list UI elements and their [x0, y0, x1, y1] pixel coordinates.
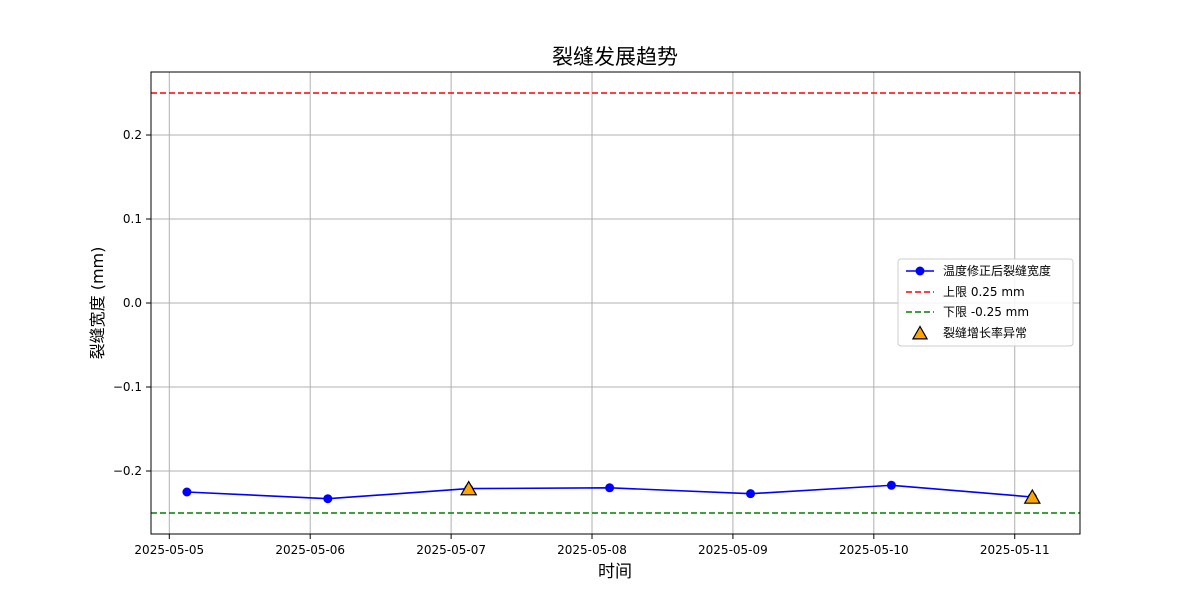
x-axis-ticks: 2025-05-05 2025-05-06 2025-05-07 2025-05-08…	[134, 534, 1050, 557]
y-tick-label: 0.1	[123, 212, 142, 226]
data-point	[746, 489, 756, 499]
chart-title: 裂缝发展趋势	[552, 45, 678, 69]
data-point	[886, 480, 896, 490]
x-tick-label: 2025-05-05	[134, 543, 204, 557]
data-point	[605, 483, 615, 493]
legend-swatch-marker	[911, 325, 929, 340]
legend-swatch-marker	[915, 266, 925, 276]
data-point	[323, 494, 333, 504]
legend-box	[897, 258, 1074, 347]
legend-label: 裂缝增长率异常	[943, 325, 1027, 340]
x-tick-label: 2025-05-11	[980, 543, 1050, 557]
legend-label: 上限 0.25 mm	[943, 285, 1025, 299]
y-axis-ticks: 0.2 0.1 0.0 −0.1 −0.2	[113, 128, 151, 478]
reference-lines	[151, 92, 1080, 514]
anomaly-marker	[1023, 488, 1041, 504]
x-tick-label: 2025-05-07	[416, 543, 486, 557]
anomaly-marker	[460, 480, 478, 496]
x-tick-label: 2025-05-09	[698, 543, 768, 557]
x-tick-label: 2025-05-10	[839, 543, 909, 557]
anomaly-markers	[460, 480, 1041, 504]
x-axis-label: 时间	[598, 562, 632, 582]
x-tick-label: 2025-05-08	[557, 543, 627, 557]
legend-label: 温度修正后裂缝宽度	[943, 263, 1051, 278]
y-axis-label: 裂缝宽度 (mm)	[88, 247, 107, 360]
x-tick-label: 2025-05-06	[275, 543, 345, 557]
y-tick-label: 0.0	[123, 296, 142, 310]
y-tick-label: −0.2	[113, 464, 142, 478]
legend-label: 下限 -0.25 mm	[943, 305, 1029, 319]
data-point	[182, 487, 192, 497]
y-tick-label: 0.2	[123, 128, 142, 142]
y-tick-label: −0.1	[113, 380, 142, 394]
